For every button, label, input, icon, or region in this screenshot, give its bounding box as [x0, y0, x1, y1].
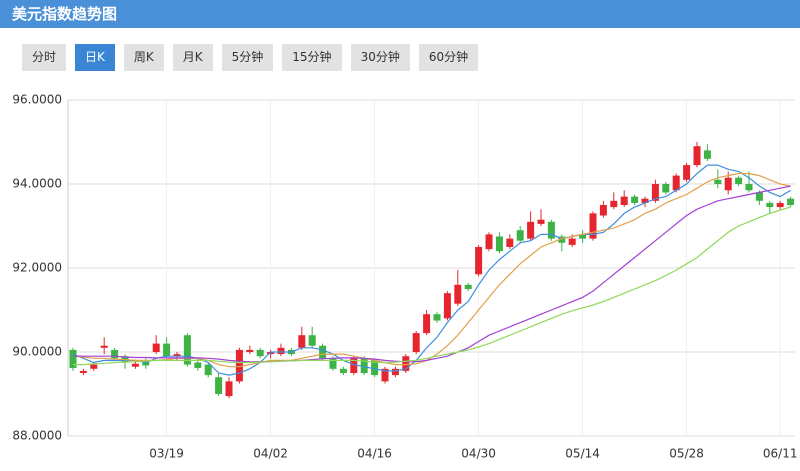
candle-body — [599, 205, 607, 216]
ma-line — [72, 164, 791, 376]
candle-body — [69, 349, 77, 368]
candle-body — [267, 352, 275, 355]
tab[interactable]: 日K — [75, 44, 115, 71]
tab[interactable]: 30分钟 — [350, 44, 410, 71]
candle-body — [235, 349, 243, 382]
candle-body — [766, 202, 774, 208]
x-tick-label: 04/30 — [461, 447, 496, 461]
candle-body — [423, 314, 431, 334]
tab-bar: 分时 日K 周K 月K 5分钟 15分钟 30分钟 60分钟 — [22, 44, 479, 71]
tab[interactable]: 月K — [172, 44, 213, 71]
candle-body — [277, 347, 285, 355]
tab[interactable]: 15分钟 — [282, 44, 342, 71]
candle-body — [724, 177, 732, 191]
candle-body — [776, 202, 784, 208]
candle-body — [350, 358, 358, 373]
candle-body — [412, 333, 420, 352]
ma-line — [72, 172, 791, 368]
candle-body — [371, 360, 379, 376]
candle-body — [641, 198, 649, 203]
candle-body — [506, 238, 514, 247]
candle-body — [339, 368, 347, 373]
candle-body — [495, 236, 503, 252]
candle-body — [183, 335, 191, 365]
candle-body — [111, 349, 119, 359]
candle-body — [215, 377, 223, 394]
candle-body — [735, 177, 743, 184]
candle-body — [703, 150, 711, 159]
candle-body — [547, 221, 555, 239]
y-tick-label: 88.0000 — [12, 429, 62, 443]
candle-body — [527, 221, 535, 239]
y-tick-label: 96.0000 — [12, 93, 62, 107]
tab[interactable]: 周K — [123, 44, 164, 71]
candle-body — [589, 213, 597, 239]
candle-body — [360, 358, 368, 373]
candle-body — [308, 335, 316, 346]
candle-body — [651, 184, 659, 201]
candle-body — [381, 368, 389, 382]
candle-body — [464, 284, 472, 289]
x-tick-label: 05/28 — [669, 447, 704, 461]
candle-body — [433, 314, 441, 321]
tab[interactable]: 5分钟 — [221, 44, 274, 71]
candle-body — [90, 364, 98, 369]
candle-body — [662, 184, 670, 193]
ma-line — [73, 206, 791, 366]
ma-line — [73, 185, 791, 363]
candle-body — [672, 175, 680, 191]
candle-body — [100, 345, 108, 348]
candle-body — [693, 146, 701, 166]
candle-body — [173, 354, 181, 357]
candle-body — [579, 234, 587, 239]
candle-body — [537, 219, 545, 224]
candle-body — [485, 234, 493, 250]
candle-body — [475, 247, 483, 275]
x-tick-label: 06/11 — [763, 447, 798, 461]
candle-body — [319, 345, 327, 359]
candle-body — [787, 198, 795, 205]
header-title: 美元指数趋势图 — [0, 0, 800, 28]
candle-body — [745, 184, 753, 191]
candle-body — [246, 349, 254, 352]
candle-body — [79, 370, 87, 373]
x-tick-label: 04/02 — [253, 447, 288, 461]
candle-body — [391, 368, 399, 376]
candle-body — [683, 165, 691, 180]
candle-body — [131, 363, 139, 367]
x-tick-label: 03/19 — [149, 447, 184, 461]
candle-body — [225, 381, 233, 397]
candle-body — [620, 196, 628, 205]
candle-body — [631, 196, 639, 203]
candle-body — [256, 349, 264, 357]
candle-body — [402, 356, 410, 371]
candle-body — [204, 364, 212, 376]
candle-body — [298, 335, 306, 348]
candle-body — [714, 179, 722, 184]
candle-body — [329, 358, 337, 369]
tab[interactable]: 分时 — [22, 44, 67, 71]
candle-body — [454, 284, 462, 304]
y-tick-label: 92.0000 — [12, 261, 62, 275]
candle-body — [516, 230, 524, 241]
tab[interactable]: 60分钟 — [418, 44, 479, 71]
candle-body — [194, 362, 202, 368]
x-tick-label: 05/14 — [565, 447, 600, 461]
candle-body — [163, 343, 171, 357]
y-tick-label: 90.0000 — [12, 345, 62, 359]
candle-body — [443, 293, 451, 319]
x-tick-label: 04/16 — [357, 447, 392, 461]
candle-body — [558, 236, 566, 243]
candle-body — [755, 192, 763, 201]
y-tick-label: 94.0000 — [12, 177, 62, 191]
candle-body — [610, 200, 618, 208]
candle-body — [152, 343, 160, 352]
candle-body — [568, 238, 576, 245]
